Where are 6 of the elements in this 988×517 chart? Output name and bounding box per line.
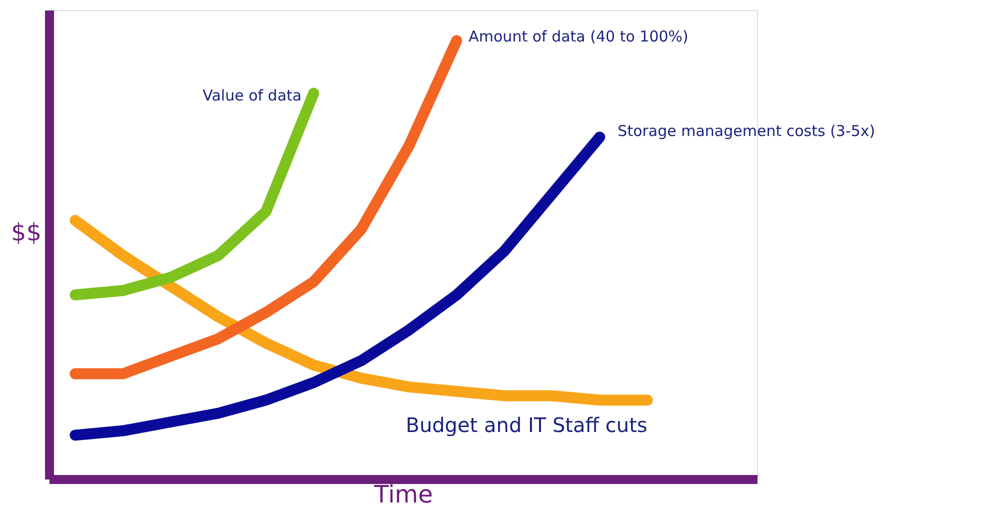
x-axis-title: Time — [373, 480, 433, 508]
series-label: Storage management costs (3-5x) — [618, 122, 876, 140]
series-label: Amount of data (40 to 100%) — [468, 28, 688, 46]
series-label: Value of data — [202, 86, 302, 104]
y-axis-title: $$ — [10, 218, 42, 246]
series-label: Budget and IT Staff cuts — [406, 413, 648, 438]
